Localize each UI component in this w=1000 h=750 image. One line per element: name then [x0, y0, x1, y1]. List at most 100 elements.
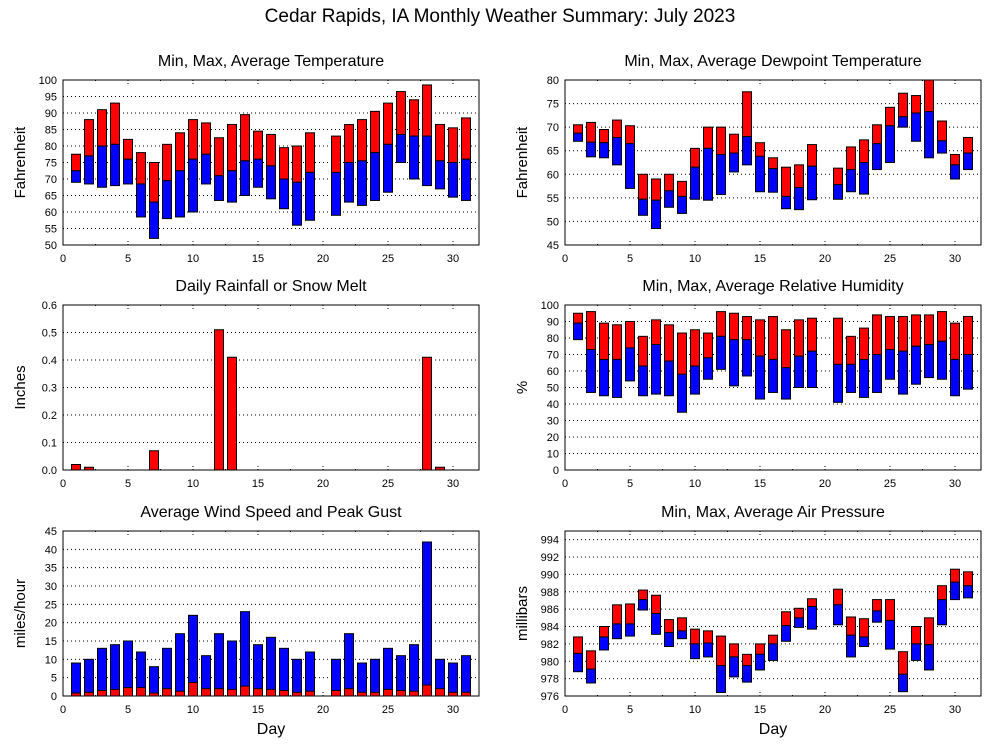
- y-tick-label: 10: [547, 449, 559, 461]
- bar-lower-day-7: [149, 201, 159, 239]
- y-tick-label: 70: [45, 174, 57, 186]
- chart-title: Daily Rainfall or Snow Melt: [175, 278, 367, 295]
- bar-upper-day-24: [872, 599, 882, 612]
- bar-lower-day-15: [755, 355, 765, 400]
- bar-lower-day-2: [586, 349, 596, 393]
- bar-gust-day-26: [396, 655, 406, 697]
- x-tick-label: 25: [884, 704, 896, 716]
- chart-title: Min, Max, Average Air Pressure: [661, 504, 885, 521]
- bar-avg-wind-day-21: [331, 690, 341, 697]
- bar-avg-wind-day-31: [461, 691, 471, 697]
- x-tick-label: 10: [689, 704, 701, 716]
- bar-lower-day-12: [716, 153, 726, 196]
- bar-gust-day-12: [214, 633, 224, 697]
- bar-upper-day-4: [612, 604, 622, 625]
- bar-upper-day-22: [344, 124, 354, 164]
- y-tick-label: 0.5: [42, 328, 57, 340]
- bar-upper-day-30: [950, 322, 960, 360]
- bar-lower-day-6: [638, 198, 648, 216]
- x-axis-label: Day: [759, 721, 787, 738]
- bar-upper-day-13: [729, 643, 739, 658]
- bar-upper-day-7: [651, 594, 661, 615]
- y-axis-label: millibars: [514, 586, 531, 641]
- bar-lower-day-5: [625, 347, 635, 382]
- bar-upper-day-17: [781, 611, 791, 627]
- bar-lower-day-31: [963, 585, 973, 599]
- bar-lower-day-5: [625, 623, 635, 637]
- bar-upper-day-9: [677, 180, 687, 197]
- x-tick-label: 20: [317, 253, 329, 265]
- bar-avg-wind-day-25: [383, 688, 393, 697]
- x-tick-label: 25: [382, 478, 394, 490]
- x-tick-label: 10: [187, 253, 199, 265]
- bar-upper-day-10: [690, 628, 700, 645]
- chart-title: Min, Max, Average Dewpoint Temperature: [624, 53, 921, 70]
- bar-upper-day-17: [781, 329, 791, 369]
- x-tick-label: 30: [447, 253, 459, 265]
- bar-lower-day-22: [846, 363, 856, 393]
- bar-gust-day-17: [279, 647, 289, 697]
- bar-lower-day-29: [937, 140, 947, 154]
- bar-upper-day-16: [768, 634, 778, 645]
- bar-upper-day-15: [755, 643, 765, 655]
- bar-lower-day-16: [768, 168, 778, 193]
- bar-upper-day-19: [807, 317, 817, 352]
- bar-upper-day-25: [885, 316, 895, 351]
- bar-upper-day-25: [383, 102, 393, 145]
- bar-upper-day-27: [911, 95, 921, 114]
- bar-upper-day-7: [651, 319, 661, 346]
- bar-lower-day-2: [84, 155, 94, 185]
- bar-upper-day-11: [703, 630, 713, 644]
- x-tick-label: 5: [627, 253, 633, 265]
- y-axis-label: miles/hour: [12, 579, 29, 648]
- bar-upper-day-21: [833, 317, 843, 365]
- bar-lower-day-9: [677, 373, 687, 413]
- bar-upper-day-8: [162, 143, 172, 182]
- y-tick-label: 35: [45, 563, 57, 575]
- bar-avg-wind-day-24: [370, 691, 380, 697]
- bar-lower-day-9: [677, 630, 687, 640]
- y-tick-label: 75: [547, 99, 559, 111]
- bar-lower-day-29: [435, 160, 445, 190]
- y-tick-label: 80: [45, 141, 57, 153]
- bar-lower-day-29: [937, 599, 947, 626]
- x-tick-label: 30: [949, 478, 961, 490]
- bar-lower-day-23: [357, 160, 367, 206]
- bar-upper-day-13: [729, 133, 739, 154]
- bar-upper-day-11: [703, 126, 713, 149]
- x-tick-label: 20: [819, 253, 831, 265]
- bar-upper-day-6: [638, 589, 648, 601]
- bar-avg-wind-day-30: [448, 691, 458, 697]
- bar-upper-day-31: [461, 117, 471, 160]
- x-tick-label: 30: [949, 253, 961, 265]
- y-tick-label: 10: [45, 654, 57, 666]
- x-axis-label: Day: [257, 721, 285, 738]
- bar-upper-day-14: [240, 114, 250, 162]
- bar-lower-day-6: [638, 599, 648, 611]
- bar-upper-day-7: [149, 162, 159, 203]
- bar-upper-day-11: [201, 122, 211, 155]
- bar-lower-day-25: [885, 125, 895, 163]
- y-tick-label: 80: [547, 75, 559, 87]
- y-tick-label: 992: [541, 552, 559, 564]
- bar-gust-day-23: [357, 662, 367, 697]
- x-tick-label: 15: [252, 704, 264, 716]
- bar-lower-day-15: [755, 653, 765, 671]
- bar-upper-day-26: [898, 651, 908, 675]
- bar-rain-day-12: [214, 329, 224, 471]
- bar-avg-wind-day-15: [253, 688, 263, 697]
- bar-lower-day-28: [924, 344, 934, 379]
- bar-upper-day-4: [110, 102, 120, 145]
- x-tick-label: 25: [382, 704, 394, 716]
- bar-lower-day-9: [677, 195, 687, 214]
- y-tick-label: 45: [45, 526, 57, 538]
- bar-lower-day-24: [872, 354, 882, 393]
- bar-upper-day-29: [937, 311, 947, 342]
- x-tick-label: 0: [562, 253, 568, 265]
- bar-upper-day-26: [898, 316, 908, 352]
- bar-lower-day-31: [963, 354, 973, 390]
- bar-avg-wind-day-2: [84, 691, 94, 697]
- bar-lower-day-4: [612, 358, 622, 398]
- bar-lower-day-30: [448, 162, 458, 198]
- x-tick-label: 25: [884, 253, 896, 265]
